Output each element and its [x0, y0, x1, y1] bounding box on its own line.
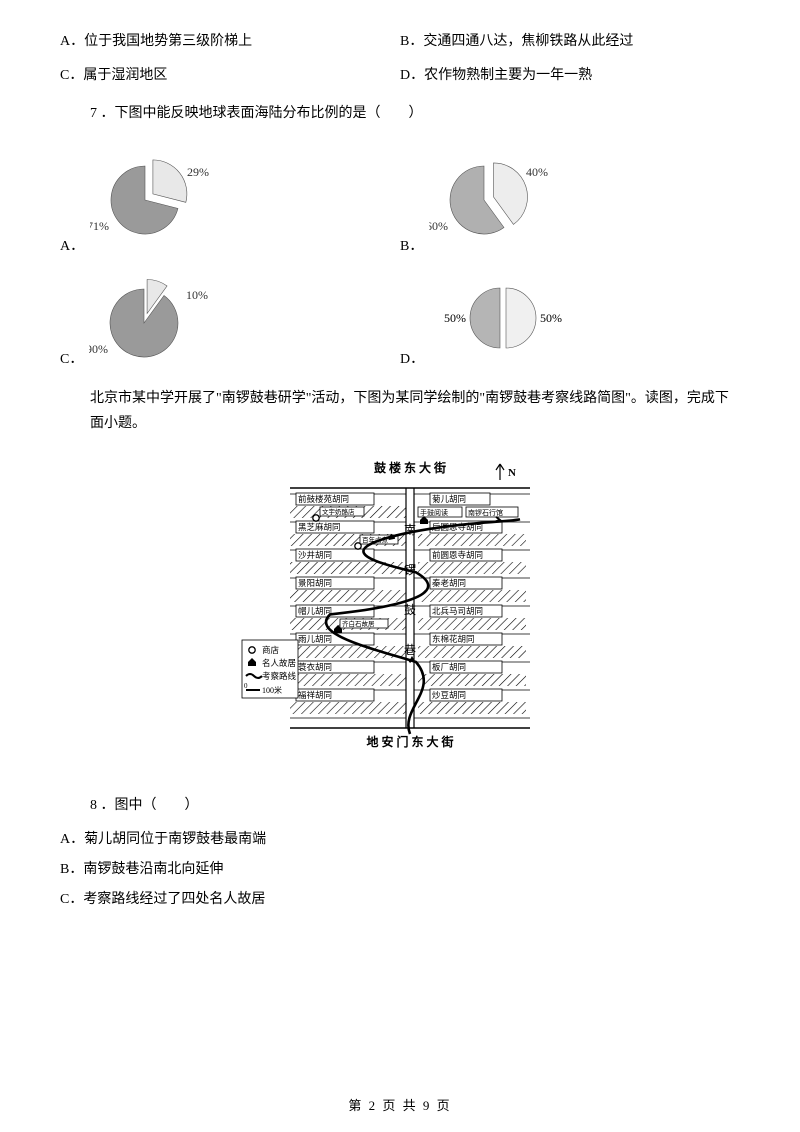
pie-cell-b: B． 40% 60% [400, 140, 740, 255]
svg-text:文宇奶酪店: 文宇奶酪店 [322, 507, 355, 516]
svg-text:东棉花胡同: 东棉花胡同 [432, 634, 475, 644]
svg-text:40%: 40% [526, 165, 548, 179]
pie-a-box: 29% 71% [90, 140, 230, 255]
pie-d-box: 50% 50% [430, 263, 590, 368]
svg-text:雨儿胡同: 雨儿胡同 [298, 634, 332, 644]
svg-text:手鼓阅读: 手鼓阅读 [420, 508, 448, 517]
q6-opt-b: B．交通四通八达，焦柳铁路从此经过 [400, 30, 740, 50]
svg-text:商店: 商店 [262, 645, 280, 655]
svg-text:鼓: 鼓 [404, 603, 416, 617]
pie-c-box: 10% 90% [89, 263, 229, 368]
svg-text:前鼓楼苑胡同: 前鼓楼苑胡同 [298, 494, 349, 504]
svg-text:福祥胡同: 福祥胡同 [298, 690, 332, 700]
svg-text:10%: 10% [186, 288, 208, 302]
svg-text:100米: 100米 [262, 685, 282, 695]
svg-text:黑芝麻胡同: 黑芝麻胡同 [298, 522, 341, 532]
q6-row1: A．位于我国地势第三级阶梯上 B．交通四通八达，焦柳铁路从此经过 [60, 30, 740, 50]
svg-text:北兵马司胡同: 北兵马司胡同 [432, 606, 483, 616]
svg-text:71%: 71% [90, 219, 109, 233]
pie-row-2: C． 10% 90% D． 50% 50% [60, 263, 740, 368]
pie-cell-c: C． 10% 90% [60, 263, 400, 368]
q8-opt-a: A．菊儿胡同位于南锣鼓巷最南端 [60, 828, 740, 848]
svg-text:景阳胡同: 景阳胡同 [298, 578, 332, 588]
context-span: 北京市某中学开展了"南锣鼓巷研学"活动，下图为某同学绘制的"南锣鼓巷考察线路简图… [90, 391, 729, 431]
svg-text:考察路线: 考察路线 [262, 671, 297, 681]
svg-text:鼓 楼 东 大 街: 鼓 楼 东 大 街 [374, 460, 446, 475]
svg-text:炒豆胡同: 炒豆胡同 [432, 690, 466, 700]
map-wrap: 鼓 楼 东 大 街N地 安 门 东 大 街南锣鼓巷前鼓楼苑胡同黑芝麻胡同沙井胡同… [60, 454, 740, 774]
q8-text: 8 ．图中（ ） [90, 794, 740, 814]
q8-opt-c: C．考察路线经过了四处名人故居 [60, 888, 740, 908]
svg-text:29%: 29% [187, 165, 209, 179]
svg-text:秦老胡同: 秦老胡同 [432, 578, 466, 588]
q7-letter-c: C． [60, 348, 83, 368]
q6-opt-d: D．农作物熟制主要为一年一熟 [400, 64, 740, 84]
svg-text:地 安 门 东 大 街: 地 安 门 东 大 街 [366, 734, 453, 749]
svg-text:南锣石行馆: 南锣石行馆 [468, 508, 503, 517]
pie-cell-a: A． 29% 71% [60, 140, 400, 255]
pie-row-1: A． 29% 71% B． 40% 60% [60, 140, 740, 255]
svg-text:菊儿胡同: 菊儿胡同 [432, 494, 466, 504]
pie-b-chart: 40% 60% [429, 140, 589, 250]
svg-text:50%: 50% [540, 311, 562, 325]
map-diagram: 鼓 楼 东 大 街N地 安 门 东 大 街南锣鼓巷前鼓楼苑胡同黑芝麻胡同沙井胡同… [230, 454, 570, 774]
svg-text:60%: 60% [429, 219, 448, 233]
q8-opt-b: B．南锣鼓巷沿南北向延伸 [60, 858, 740, 878]
svg-text:50%: 50% [444, 311, 466, 325]
q6-opt-a: A．位于我国地势第三级阶梯上 [60, 30, 400, 50]
page-footer: 第 2 页 共 9 页 [0, 1095, 800, 1114]
svg-text:齐白石故居: 齐白石故居 [342, 619, 375, 628]
pie-a-chart: 29% 71% [90, 140, 230, 250]
q6-opt-c: C．属于湿润地区 [60, 64, 400, 84]
svg-text:板厂胡同: 板厂胡同 [432, 662, 466, 672]
pie-d-chart: 50% 50% [430, 263, 590, 363]
svg-text:前圆恩寺胡同: 前圆恩寺胡同 [432, 550, 483, 560]
svg-text:蓑衣胡同: 蓑衣胡同 [298, 662, 332, 672]
pie-b-box: 40% 60% [429, 140, 589, 255]
svg-text:帽儿胡同: 帽儿胡同 [298, 606, 332, 616]
q6-row2: C．属于湿润地区 D．农作物熟制主要为一年一熟 [60, 64, 740, 84]
pie-cell-d: D． 50% 50% [400, 263, 740, 368]
svg-text:沙井胡同: 沙井胡同 [298, 550, 332, 560]
svg-text:0: 0 [244, 682, 248, 690]
context-text: 北京市某中学开展了"南锣鼓巷研学"活动，下图为某同学绘制的"南锣鼓巷考察线路简图… [90, 386, 740, 436]
pie-c-chart: 10% 90% [89, 263, 229, 363]
q7-text: 7 ．下图中能反映地球表面海陆分布比例的是（ ） [90, 102, 740, 122]
svg-text:90%: 90% [89, 342, 108, 356]
svg-text:名人故居: 名人故居 [262, 658, 296, 668]
q7-letter-a: A． [60, 235, 84, 255]
svg-text:N: N [508, 467, 516, 479]
q7-letter-d: D． [400, 348, 424, 368]
q7-letter-b: B． [400, 235, 423, 255]
